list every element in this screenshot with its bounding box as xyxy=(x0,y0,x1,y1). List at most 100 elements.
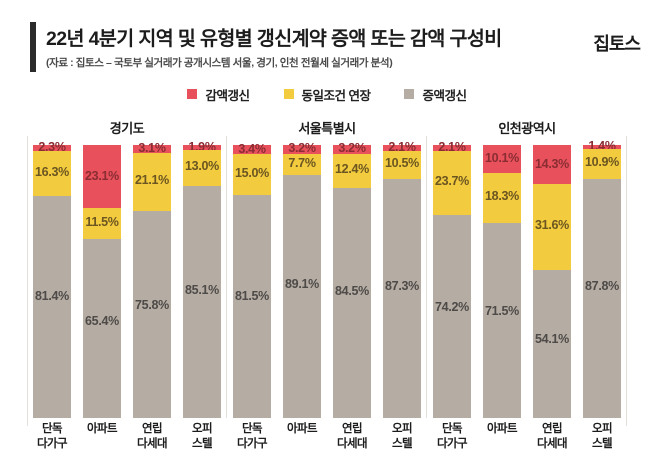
segment-increase[interactable]: 81.5% xyxy=(233,195,271,418)
stacked-bar[interactable]: 2.1% 10.5% 87.3% xyxy=(383,140,421,418)
segment-same[interactable]: 12.4% xyxy=(333,153,371,188)
chart-header: 22년 4분기 지역 및 유형별 갱신계약 증액 또는 감액 구성비 (자료 :… xyxy=(0,0,654,78)
region-header-1: 경기도 xyxy=(109,121,145,136)
legend-item-label: 감액갱신 xyxy=(205,88,250,103)
legend-swatch-same xyxy=(283,89,294,99)
segment-same-label: 21.1% xyxy=(135,173,169,188)
x-axis-label-line2: 다가구 xyxy=(37,438,68,450)
segment-same[interactable]: 21.1% xyxy=(133,153,171,212)
x-axis-label: 아파트 xyxy=(279,422,325,462)
segment-increase-label: 89.1% xyxy=(285,276,319,291)
segment-same[interactable]: 13.0% xyxy=(183,150,221,186)
x-axis-label-line1: 연립 xyxy=(542,423,563,435)
region-header-2: 서울특별시 xyxy=(298,121,356,136)
x-axis-label: 연립 다세대 xyxy=(329,422,375,462)
x-axis-label-line2: 스텔 xyxy=(392,438,413,450)
segment-decrease[interactable]: 3.1% xyxy=(133,141,171,155)
segment-increase-label: 84.5% xyxy=(335,284,369,299)
stacked-bar[interactable]: 1.4% 10.9% 87.8% xyxy=(583,139,621,418)
legend-swatch-increase xyxy=(404,89,415,99)
segment-increase-label: 65.4% xyxy=(85,314,119,329)
segment-same[interactable]: 10.5% xyxy=(383,150,421,180)
x-axis-labels: 단독 다가구 아파트 연립 다세대 오피 스텔 단독 다가구 아파트 연립 다세대 오피 스텔 단독 다가구 아… xyxy=(27,422,627,462)
segment-increase-label: 75.8% xyxy=(135,297,169,312)
segment-decrease-label: 10.1% xyxy=(485,150,519,165)
stacked-bar[interactable]: 14.3% 31.6% 54.1% xyxy=(533,145,571,418)
x-axis-label-line1: 오피 xyxy=(592,423,613,435)
segment-increase[interactable]: 87.8% xyxy=(583,178,621,418)
x-axis-label-line2: 다세대 xyxy=(537,438,568,450)
segment-increase[interactable]: 65.4% xyxy=(83,239,121,418)
segment-increase-label: 54.1% xyxy=(535,332,569,347)
segment-increase[interactable]: 75.8% xyxy=(133,211,171,418)
segment-same-label: 11.5% xyxy=(85,214,119,229)
title-accent-bar xyxy=(30,22,36,72)
stacked-bar[interactable]: 10.1% 18.3% 71.5% xyxy=(483,145,521,418)
segment-decrease[interactable]: 3.2% xyxy=(333,141,371,155)
segment-increase-label: 87.8% xyxy=(585,279,619,294)
segment-increase[interactable]: 71.5% xyxy=(483,222,521,418)
segment-increase[interactable]: 81.4% xyxy=(33,195,71,418)
segment-same[interactable]: 31.6% xyxy=(533,184,571,271)
segment-increase-label: 81.5% xyxy=(235,288,269,303)
legend-item[interactable]: 증액갱신 xyxy=(404,85,467,104)
x-axis-label: 단독 다가구 xyxy=(229,422,275,462)
segment-decrease[interactable]: 10.1% xyxy=(483,145,521,173)
legend-item[interactable]: 감액갱신 xyxy=(187,85,250,104)
segment-increase[interactable]: 54.1% xyxy=(533,270,571,418)
segment-same[interactable]: 11.5% xyxy=(83,208,121,240)
legend-item[interactable]: 동일조건 연장 xyxy=(283,85,371,104)
segment-increase-label: 87.3% xyxy=(385,279,419,294)
stacked-bar[interactable]: 1.9% 13.0% 85.1% xyxy=(183,140,221,418)
segment-same-label: 23.7% xyxy=(435,174,469,189)
segment-increase[interactable]: 84.5% xyxy=(333,187,371,418)
segment-increase[interactable]: 87.3% xyxy=(383,179,421,418)
stacked-bar[interactable]: 3.4% 15.0% 81.5% xyxy=(233,142,271,418)
stacked-bar[interactable]: 23.1% 11.5% 65.4% xyxy=(83,145,121,418)
stacked-bar[interactable]: 3.1% 21.1% 75.8% xyxy=(133,141,171,418)
segment-same[interactable]: 10.9% xyxy=(583,148,621,179)
segment-decrease[interactable]: 23.1% xyxy=(83,145,121,209)
chart-legend: 감액갱신 동일조건 연장 증액갱신 xyxy=(0,82,654,106)
segment-same[interactable]: 16.3% xyxy=(33,151,71,196)
x-axis-label-line1: 오피 xyxy=(192,423,213,435)
stacked-bar[interactable]: 3.2% 7.7% 89.1% xyxy=(283,141,321,418)
segment-same-label: 16.3% xyxy=(35,164,69,179)
segment-same-label: 10.5% xyxy=(385,156,419,171)
segment-increase[interactable]: 74.2% xyxy=(433,215,471,418)
segment-same-label: 15.0% xyxy=(235,165,269,180)
x-axis-label-line1: 연립 xyxy=(142,423,163,435)
segment-same[interactable]: 15.0% xyxy=(233,154,271,196)
x-axis-label: 오피 스텔 xyxy=(579,422,625,462)
x-axis-label-line2: 다세대 xyxy=(137,438,168,450)
segment-increase-label: 85.1% xyxy=(185,283,219,298)
segment-same-label: 7.7% xyxy=(288,155,316,170)
x-axis-label: 아파트 xyxy=(79,422,125,462)
legend-item-label: 동일조건 연장 xyxy=(301,88,371,103)
stacked-bar[interactable]: 2.1% 23.7% 74.2% xyxy=(433,140,471,418)
segment-decrease-label: 14.3% xyxy=(535,156,569,171)
stacked-bar[interactable]: 3.2% 12.4% 84.5% xyxy=(333,141,371,418)
x-axis-label: 단독 다가구 xyxy=(29,422,75,462)
segment-increase[interactable]: 85.1% xyxy=(183,185,221,418)
segment-decrease[interactable]: 3.2% xyxy=(283,141,321,155)
stacked-bar[interactable]: 2.3% 16.3% 81.4% xyxy=(33,140,71,418)
x-axis-label-line2: 다가구 xyxy=(237,438,268,450)
x-axis-label: 오피 스텔 xyxy=(179,422,225,462)
bar-group-1: 2.3% 16.3% 81.4% 23.1% 11.5% 65.4% 3.1% 21.1% 75… xyxy=(27,140,227,418)
x-axis-label: 오피 스텔 xyxy=(379,422,425,462)
segment-increase-label: 81.4% xyxy=(35,289,69,304)
region-header-row: 경기도 서울특별시 인천광역시 xyxy=(27,118,627,138)
segment-decrease[interactable]: 14.3% xyxy=(533,145,571,185)
segment-increase[interactable]: 89.1% xyxy=(283,174,321,418)
x-axis-label-line2: 다가구 xyxy=(437,438,468,450)
segment-same[interactable]: 18.3% xyxy=(483,172,521,223)
stacked-bar-groups: 2.3% 16.3% 81.4% 23.1% 11.5% 65.4% 3.1% 21.1% 75… xyxy=(27,136,627,418)
x-axis-label-line1: 단독 xyxy=(442,423,463,435)
segment-same[interactable]: 23.7% xyxy=(433,150,471,216)
segment-decrease[interactable]: 3.4% xyxy=(233,142,271,156)
segment-same[interactable]: 7.7% xyxy=(283,153,321,175)
